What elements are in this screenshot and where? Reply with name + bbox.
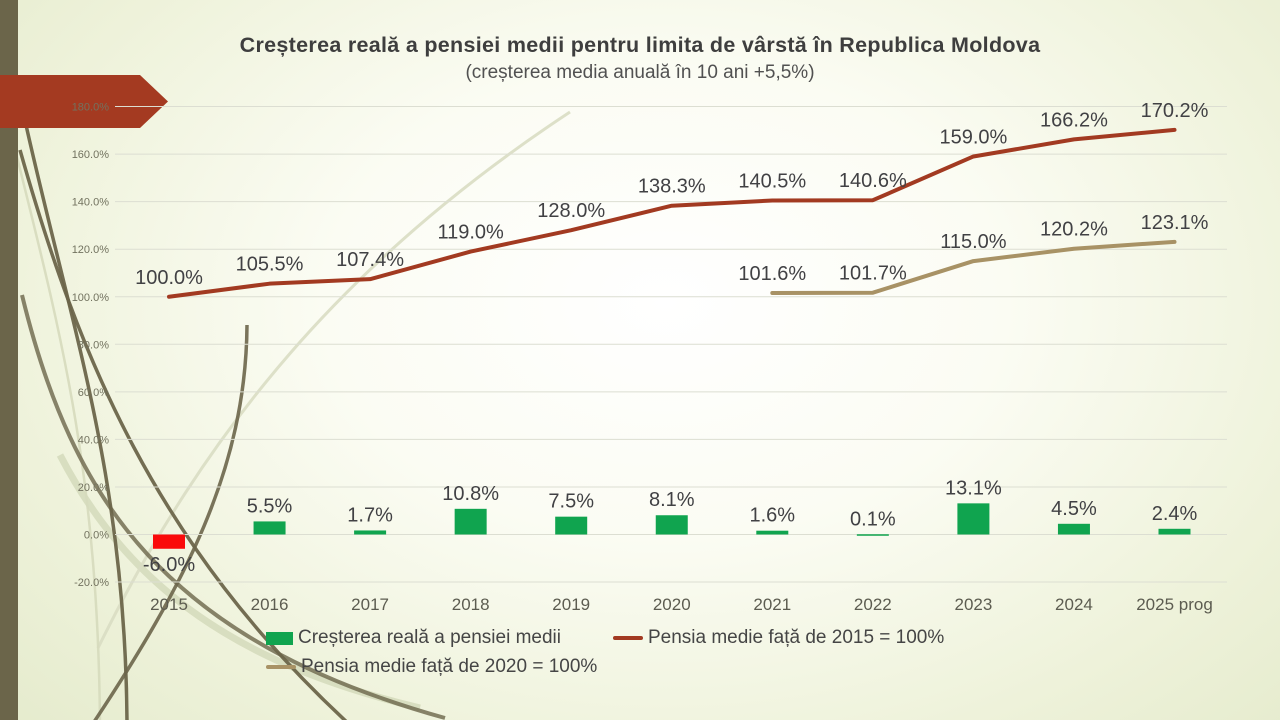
line-label: 159.0% <box>939 126 1007 148</box>
bar <box>1057 523 1090 535</box>
x-axis-label: 2019 <box>552 595 590 614</box>
y-tick-label: 140.0% <box>72 197 110 209</box>
x-axis-label: 2022 <box>854 595 892 614</box>
red-arrow-decoration <box>0 75 168 128</box>
bar-label: 7.5% <box>548 491 594 513</box>
y-tick-label: 20.0% <box>78 482 109 494</box>
legend-row: Pensia medie față de 2020 = 100% <box>266 656 944 678</box>
line-label: 140.5% <box>738 170 806 192</box>
bar <box>454 508 487 535</box>
line-2020-swatch <box>266 665 296 669</box>
line-label: 128.0% <box>537 200 605 222</box>
x-axis-label: 2016 <box>251 595 289 614</box>
y-tick-label: 120.0% <box>72 244 110 256</box>
swirl-decoration <box>12 110 571 720</box>
bar-label: 5.5% <box>247 495 293 517</box>
x-axis-label: 2020 <box>653 595 691 614</box>
line-label: 101.6% <box>738 263 806 285</box>
left-edge-bar <box>0 0 18 720</box>
line-label: 119.0% <box>437 222 504 244</box>
x-axis-label: 2018 <box>452 595 490 614</box>
legend-label: Pensia medie față de 2020 = 100% <box>301 656 598 677</box>
line-label: 101.7% <box>839 263 907 285</box>
bar-label: 13.1% <box>945 477 1002 499</box>
bar-label: -6.0% <box>143 554 195 576</box>
line-2015-swatch <box>612 636 643 640</box>
legend-item-line-2015: Pensia medie față de 2015 = 100% <box>612 627 945 649</box>
chart-title: Creșterea reală a pensiei medii pentru l… <box>239 33 1041 57</box>
line-vs-2020 <box>770 239 1177 295</box>
x-axis-label: 2023 <box>954 595 992 614</box>
x-axis-label: 2025 prog <box>1136 595 1213 614</box>
legend-item-bar-series: Creșterea reală a pensiei medii <box>266 627 561 649</box>
y-tick-label: 40.0% <box>78 434 109 446</box>
y-tick-label: -20.0% <box>74 577 109 589</box>
x-axis-label: 2024 <box>1055 595 1093 614</box>
bar-label: 8.1% <box>649 489 695 511</box>
y-tick-label: 100.0% <box>72 292 110 304</box>
line-label: 138.3% <box>638 176 706 198</box>
line-label: 140.6% <box>839 170 907 192</box>
line-label: 166.2% <box>1040 109 1108 131</box>
bar <box>253 521 286 535</box>
line-label: 120.2% <box>1040 219 1108 241</box>
bar <box>756 530 789 535</box>
bar <box>1158 528 1191 535</box>
line-label: 170.2% <box>1141 100 1209 122</box>
bar-label: 0.1% <box>850 508 896 530</box>
line-label: 123.1% <box>1141 212 1209 234</box>
bar <box>555 516 588 535</box>
y-tick-label: 80.0% <box>78 339 109 351</box>
y-tick-label: 0.0% <box>84 530 109 542</box>
legend-row: Creșterea reală a pensiei medii Pensia m… <box>266 627 944 649</box>
y-tick-label: 160.0% <box>72 149 110 161</box>
chart-header: Creșterea reală a pensiei medii pentru l… <box>0 33 1280 84</box>
legend-label: Pensia medie față de 2015 = 100% <box>647 627 945 648</box>
line-label: 105.5% <box>236 254 304 276</box>
chart-subtitle: (creșterea media anuală în 10 ani +5,5%) <box>465 62 815 83</box>
bar <box>856 534 889 536</box>
line-label: 115.0% <box>940 231 1007 253</box>
legend-item-line-2020: Pensia medie față de 2020 = 100% <box>266 656 597 678</box>
bar <box>655 515 688 535</box>
line-vs-2015 <box>167 127 1177 299</box>
bar-label: 1.6% <box>750 505 796 527</box>
bar-label: 1.7% <box>347 504 393 526</box>
bar-label: 4.5% <box>1051 498 1097 520</box>
y-tick-label: 60.0% <box>78 387 109 399</box>
bar-label: 10.8% <box>442 483 499 505</box>
bar-negative <box>153 534 185 549</box>
x-axis-label: 2015 <box>150 595 188 614</box>
y-tick-label: 180.0% <box>72 102 110 114</box>
x-axis-label: 2021 <box>753 595 791 614</box>
bar-series-swatch <box>266 631 293 645</box>
chart-legend: Creșterea reală a pensiei medii Pensia m… <box>266 627 944 678</box>
line-label: 100.0% <box>135 267 203 289</box>
line-label: 107.4% <box>336 249 404 271</box>
bar <box>354 530 387 535</box>
bar <box>957 503 990 535</box>
x-axis-label: 2017 <box>351 595 389 614</box>
bar-label: 2.4% <box>1152 503 1198 525</box>
legend-label: Creșterea reală a pensiei medii <box>298 627 561 648</box>
